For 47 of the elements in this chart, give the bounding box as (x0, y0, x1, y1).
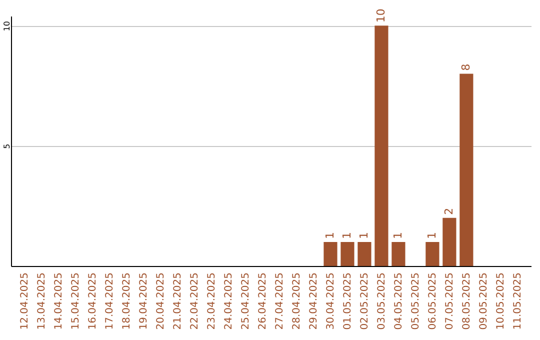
x-tick-label: 29.04.2025 (308, 272, 320, 330)
x-tick-label: 25.04.2025 (240, 272, 252, 330)
data-label: 2 (442, 208, 456, 215)
bar (392, 242, 406, 266)
x-tick-label: 24.04.2025 (224, 272, 235, 330)
x-tick-label: 22.04.2025 (190, 272, 201, 330)
bar (324, 242, 338, 266)
x-tick-label: 16.04.2025 (88, 272, 99, 330)
x-tick-label: 15.04.2025 (70, 272, 82, 330)
x-tick-label: 30.04.2025 (325, 272, 336, 330)
x-tick-label: 04.05.2025 (393, 272, 404, 330)
x-tick-label: 13.04.2025 (36, 272, 48, 330)
x-tick-label: 18.04.2025 (122, 272, 133, 330)
x-tick-label: 14.04.2025 (54, 272, 65, 330)
x-tick-label: 12.04.2025 (20, 272, 31, 330)
x-tick-label: 17.04.2025 (104, 272, 116, 330)
x-tick-label: 27.04.2025 (274, 272, 286, 330)
x-tick-label: 10.05.2025 (495, 272, 506, 330)
x-tick-label: 23.04.2025 (206, 272, 218, 330)
data-label: 8 (459, 64, 472, 71)
x-tick-label: 03.05.2025 (376, 272, 388, 330)
data-label: 1 (340, 232, 354, 239)
data-label: 1 (425, 232, 438, 239)
bar (426, 242, 440, 266)
x-tick-label: 21.04.2025 (172, 272, 184, 330)
x-tick-label: 08.05.2025 (461, 272, 472, 330)
x-tick-label: 06.05.2025 (427, 272, 438, 330)
bar (340, 242, 354, 266)
data-label: 1 (323, 232, 336, 239)
x-tick-label: 02.05.2025 (359, 272, 370, 330)
data-label: 1 (357, 232, 370, 239)
bar (374, 26, 388, 266)
x-tick-label: 20.04.2025 (156, 272, 167, 330)
bar (442, 218, 456, 266)
bar (460, 74, 474, 266)
data-label: 1 (391, 232, 404, 239)
x-tick-label: 05.05.2025 (410, 272, 422, 330)
x-tick-label: 28.04.2025 (291, 272, 302, 330)
x-tick-label: 26.04.2025 (258, 272, 269, 330)
bar (358, 242, 372, 266)
x-tick-label: 07.05.2025 (444, 272, 456, 330)
x-tick-label: 19.04.2025 (138, 272, 150, 330)
data-label: 10 (374, 8, 388, 23)
x-tick-label: 09.05.2025 (478, 272, 490, 330)
x-tick-label: 01.05.2025 (342, 272, 354, 330)
y-tick-label: 5 (2, 144, 12, 149)
x-tick-label: 11.05.2025 (512, 272, 524, 330)
